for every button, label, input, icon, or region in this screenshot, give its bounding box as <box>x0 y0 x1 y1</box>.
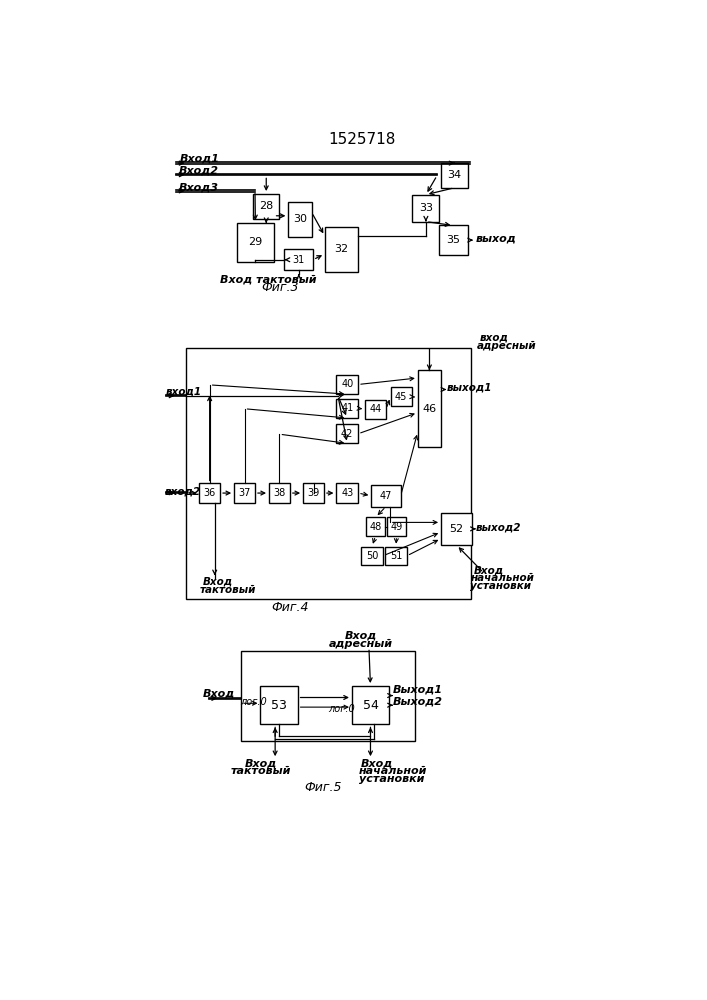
Text: 48: 48 <box>369 522 382 532</box>
Text: Вход: Вход <box>361 759 393 769</box>
Text: 44: 44 <box>369 404 382 414</box>
Text: Вход: Вход <box>474 565 503 575</box>
Text: 43: 43 <box>341 488 354 498</box>
Text: установки: установки <box>359 774 424 784</box>
Text: начальной: начальной <box>470 573 534 583</box>
Bar <box>237 223 274 262</box>
Text: выход: выход <box>476 234 517 244</box>
Text: 51: 51 <box>390 551 402 561</box>
Text: вход1: вход1 <box>166 386 202 396</box>
Text: 47: 47 <box>380 491 392 501</box>
Text: Выход1: Выход1 <box>393 685 443 695</box>
Text: Вход: Вход <box>245 759 276 769</box>
Text: 40: 40 <box>341 379 354 389</box>
Text: 42: 42 <box>341 429 354 439</box>
Text: тактовый: тактовый <box>230 766 291 776</box>
Bar <box>391 387 411 406</box>
Bar <box>361 547 383 565</box>
Text: адресный: адресный <box>477 341 537 351</box>
Bar <box>186 348 472 599</box>
Text: лог.0: лог.0 <box>329 704 356 714</box>
Text: Вход: Вход <box>203 689 235 699</box>
Bar <box>253 194 279 219</box>
Text: 28: 28 <box>259 201 274 211</box>
Text: 34: 34 <box>448 170 462 180</box>
Bar <box>441 163 468 188</box>
Text: 49: 49 <box>390 522 402 532</box>
Bar <box>337 399 358 418</box>
Text: Фиг.3: Фиг.3 <box>262 281 299 294</box>
Bar <box>325 227 358 272</box>
Bar <box>352 686 389 724</box>
Text: 54: 54 <box>363 699 378 712</box>
Bar <box>269 483 290 503</box>
Text: Вход1: Вход1 <box>180 153 220 163</box>
Text: 38: 38 <box>274 488 286 498</box>
Bar <box>234 483 255 503</box>
Text: Вход: Вход <box>345 631 378 641</box>
Bar <box>412 195 440 222</box>
Text: 29: 29 <box>248 237 262 247</box>
Bar <box>260 686 298 724</box>
Text: Фиг.4: Фиг.4 <box>271 601 309 614</box>
Text: 39: 39 <box>308 488 320 498</box>
Text: 32: 32 <box>334 244 349 254</box>
Bar <box>199 483 220 503</box>
Text: адресный: адресный <box>329 639 393 649</box>
Bar <box>385 547 407 565</box>
Text: тактовый: тактовый <box>199 585 255 595</box>
Bar <box>366 517 385 536</box>
Text: лог.0: лог.0 <box>240 697 267 707</box>
Text: 52: 52 <box>450 524 464 534</box>
Text: выход1: выход1 <box>446 383 492 393</box>
Bar <box>365 400 386 419</box>
Text: Вход3: Вход3 <box>178 183 218 193</box>
Text: 41: 41 <box>341 403 354 413</box>
Text: начальной: начальной <box>359 766 427 776</box>
Text: 45: 45 <box>395 392 407 402</box>
Bar <box>441 513 472 545</box>
Bar <box>438 225 468 255</box>
Text: вход: вход <box>480 332 508 342</box>
Text: 46: 46 <box>422 404 436 414</box>
Text: Вход2: Вход2 <box>178 166 218 176</box>
Text: 35: 35 <box>446 235 460 245</box>
Text: вход2: вход2 <box>164 486 201 496</box>
Text: Выход2: Выход2 <box>393 696 443 706</box>
Bar <box>387 517 406 536</box>
Bar <box>284 249 313 270</box>
Bar <box>337 483 358 503</box>
Text: Фиг.5: Фиг.5 <box>305 781 342 794</box>
Bar <box>241 651 416 741</box>
Text: 36: 36 <box>204 488 216 498</box>
Text: 31: 31 <box>293 255 305 265</box>
Text: установки: установки <box>470 581 532 591</box>
Text: 1525718: 1525718 <box>328 132 396 147</box>
Bar <box>371 485 401 507</box>
Bar <box>418 370 441 447</box>
Text: 33: 33 <box>419 203 433 213</box>
Text: Вход: Вход <box>203 577 233 587</box>
Text: 50: 50 <box>366 551 378 561</box>
Text: Вход тактовый: Вход тактовый <box>220 274 317 284</box>
Bar <box>337 424 358 443</box>
Text: 37: 37 <box>238 488 251 498</box>
Text: 30: 30 <box>293 214 307 224</box>
Text: 53: 53 <box>271 699 287 712</box>
Bar <box>288 202 312 237</box>
Text: выход2: выход2 <box>476 522 521 532</box>
Bar <box>303 483 324 503</box>
Bar <box>337 375 358 394</box>
